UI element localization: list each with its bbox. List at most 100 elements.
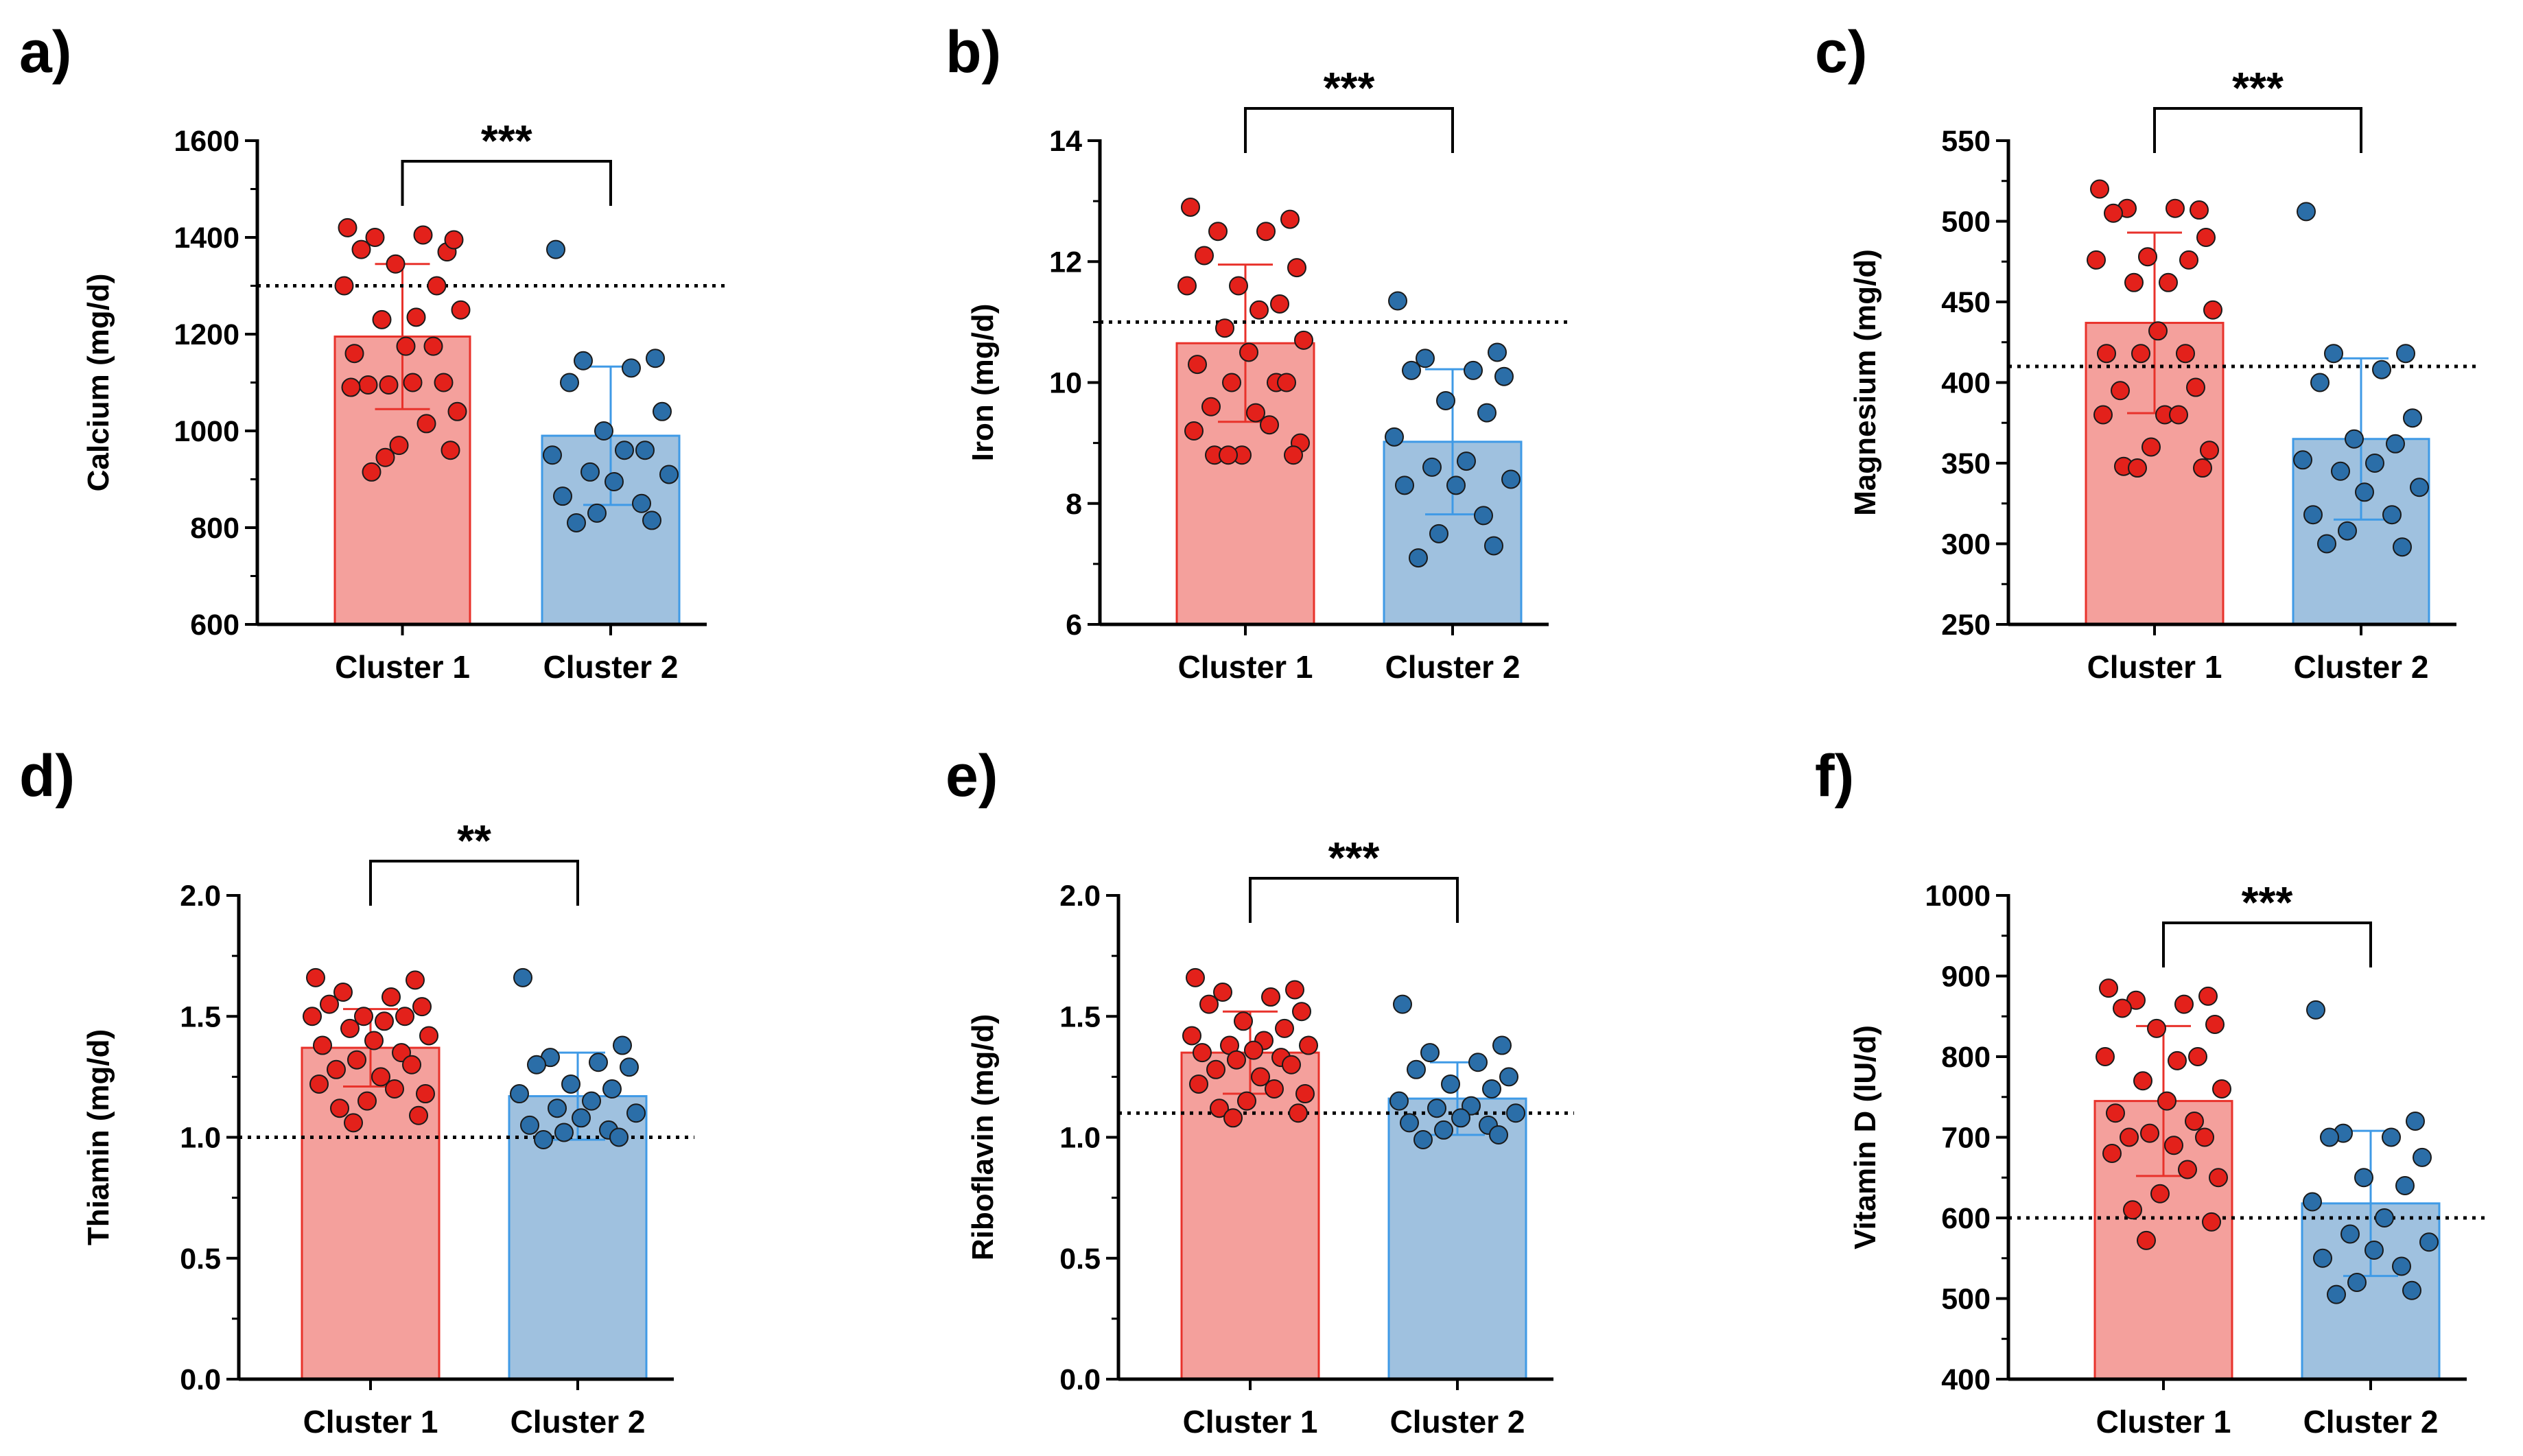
data-point [1413,1130,1433,1150]
data-point [357,1091,377,1111]
data-point [1189,1074,1208,1094]
data-point [416,1084,435,1104]
data-point [392,1043,411,1063]
data-point [2169,405,2188,425]
data-point [395,1007,414,1026]
y-tick-label: 1.0 [180,1122,221,1155]
data-point [2410,478,2429,497]
data-point [1292,1002,1311,1022]
data-point [2209,1168,2228,1188]
data-point [1474,506,1493,526]
data-point [1409,548,1428,568]
category-label: Cluster 2 [1385,649,1521,685]
data-point [309,1074,329,1094]
data-point [2140,1123,2159,1143]
data-point [2340,1224,2360,1244]
data-point [1256,222,1276,242]
data-point [444,230,464,250]
data-point [2195,1127,2214,1147]
data-point [2354,1168,2373,1188]
data-point [626,1103,646,1123]
y-tick-label: 250 [1941,609,1991,642]
data-point [402,1055,421,1075]
y-axis-title: Calcium (mg/d) [82,274,115,492]
data-point [1244,1040,1263,1060]
significance-bracket [401,160,612,206]
data-point [1400,1113,1419,1133]
data-point [2392,1256,2411,1276]
data-point [2147,1018,2166,1038]
data-point [2093,405,2113,425]
data-point [1436,390,1455,410]
data-point [2168,1050,2187,1070]
panel-letter: c) [1815,19,1867,85]
data-point [451,300,471,320]
data-point [1482,1079,1501,1099]
y-tick-label: 12 [1049,246,1082,279]
chart-panel-a: a) Calcium (mg/d) Cluster 1 Cluster 2 600 800… [19,19,727,685]
data-point [2202,1212,2221,1232]
data-point [1219,445,1238,465]
y-axis-title: Riboflavin (mg/d) [966,1014,1000,1260]
data-point [1395,475,1414,495]
data-point [2327,1284,2346,1304]
data-point [306,967,325,987]
data-point [351,239,371,259]
panel-letter: e) [946,743,998,809]
data-point [2324,344,2343,364]
data-point [2347,1273,2367,1292]
y-tick-label: 800 [190,512,239,545]
data-point [427,276,447,296]
chart-panel-b: b) Iron (mg/d) Cluster 1 Cluster 2 6 8 10 12 14 *… [946,19,1569,685]
data-point [1477,403,1497,423]
data-point [1462,1096,1481,1116]
data-point [2395,1176,2415,1195]
data-point [358,375,378,395]
data-point [389,436,409,456]
data-point [2179,250,2198,270]
data-point [587,503,607,523]
significance-label: ** [457,816,491,865]
data-point [382,987,401,1007]
y-tick-label: 0.0 [1059,1363,1101,1396]
data-point [546,239,565,259]
data-point [582,1091,601,1111]
data-point [567,513,586,532]
data-point [2148,321,2168,341]
y-tick-label: 900 [1941,961,1991,994]
data-point [2111,381,2130,401]
panel-letter: b) [946,19,1001,85]
data-point [1206,1059,1225,1079]
data-point [2320,1127,2339,1147]
data-point [2104,203,2123,223]
data-point [1282,1055,1301,1075]
data-point [1287,258,1306,278]
data-point [2102,1144,2122,1163]
category-label: Cluster 2 [2303,1404,2439,1440]
data-point [602,1079,622,1099]
y-tick-label: 0.5 [180,1243,221,1276]
data-point [632,493,651,513]
data-point [2133,1071,2152,1091]
data-point [1295,1084,1315,1104]
data-point [362,462,382,482]
data-point [419,1026,438,1046]
category-label: Cluster 1 [335,649,470,685]
data-point [2164,1136,2183,1155]
y-tick-label: 500 [1941,206,1991,239]
data-point [1388,291,1407,311]
data-point [375,1011,394,1031]
data-point [1468,1053,1488,1072]
data-point [2365,454,2384,473]
y-tick-label: 400 [1941,1363,1991,1396]
data-point [2113,998,2132,1018]
data-point [1195,246,1214,266]
data-point [2166,198,2185,218]
category-label: Cluster 1 [2087,649,2222,685]
data-point [1181,197,1200,217]
data-point [2123,1200,2142,1220]
data-point [2375,1208,2394,1228]
data-point [2413,1147,2432,1167]
data-point [580,462,600,482]
